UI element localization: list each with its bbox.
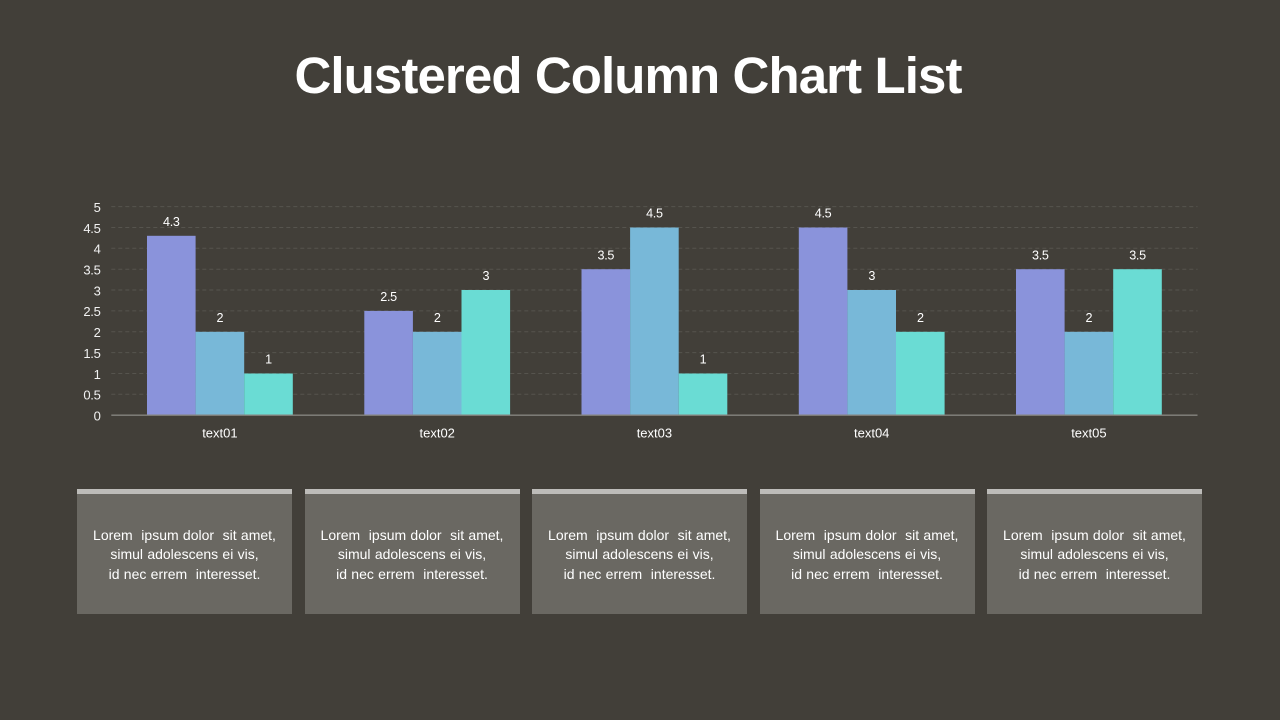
svg-text:1: 1 <box>700 353 707 367</box>
svg-text:text03: text03 <box>637 426 672 441</box>
svg-text:0.5: 0.5 <box>83 388 100 403</box>
svg-text:3.5: 3.5 <box>1129 248 1146 262</box>
svg-text:2.5: 2.5 <box>380 290 397 304</box>
svg-text:5: 5 <box>94 200 101 215</box>
svg-text:1: 1 <box>265 353 272 367</box>
svg-text:text01: text01 <box>202 426 237 441</box>
svg-text:3.5: 3.5 <box>597 248 614 262</box>
svg-text:text02: text02 <box>419 426 454 441</box>
svg-text:4.5: 4.5 <box>815 207 832 221</box>
svg-text:2: 2 <box>217 311 224 325</box>
svg-text:3.5: 3.5 <box>1032 248 1049 262</box>
svg-text:2: 2 <box>1086 311 1093 325</box>
svg-text:4.5: 4.5 <box>83 221 100 236</box>
svg-text:3: 3 <box>94 283 101 298</box>
svg-text:1: 1 <box>94 367 101 382</box>
svg-text:3: 3 <box>868 269 875 283</box>
svg-text:2.5: 2.5 <box>83 304 100 319</box>
svg-text:4.5: 4.5 <box>646 207 663 221</box>
svg-text:1.5: 1.5 <box>83 346 100 361</box>
svg-text:text04: text04 <box>854 426 889 441</box>
svg-text:2: 2 <box>94 325 101 340</box>
svg-text:2: 2 <box>434 311 441 325</box>
svg-text:2: 2 <box>917 311 924 325</box>
svg-text:4.3: 4.3 <box>163 215 180 229</box>
svg-text:4: 4 <box>94 242 101 257</box>
svg-text:3.5: 3.5 <box>83 263 100 278</box>
svg-text:0: 0 <box>94 409 101 424</box>
svg-text:text05: text05 <box>1071 426 1106 441</box>
svg-text:3: 3 <box>482 269 489 283</box>
